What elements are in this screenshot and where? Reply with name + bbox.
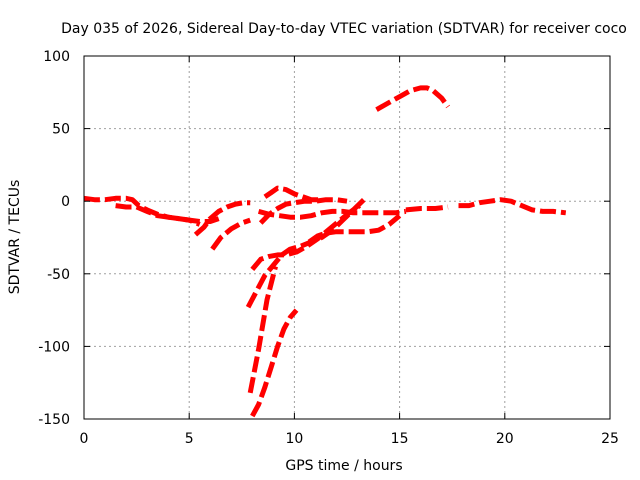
- series-line-arc-9: [458, 197, 567, 216]
- series-line-arc-13: [247, 265, 278, 394]
- series-line-arc-12: [307, 213, 402, 244]
- series-line-arc-4: [210, 217, 252, 251]
- x-tick-label: 20: [496, 431, 514, 447]
- y-tick-label: 0: [61, 194, 70, 210]
- x-tick-label: 15: [391, 431, 409, 447]
- series-line-arc-6: [263, 185, 320, 203]
- series-line-arc-14: [250, 308, 299, 418]
- plot-border: [83, 55, 611, 420]
- series-line-arc-7: [257, 208, 407, 220]
- y-tick-label: -150: [38, 412, 70, 428]
- axis-ticks: [83, 55, 611, 420]
- series-line-arc-15: [375, 85, 451, 112]
- series-group: [83, 85, 567, 418]
- x-axis-label: GPS time / hours: [285, 458, 402, 474]
- series-line-arc-3: [193, 200, 251, 237]
- y-tick-label: 50: [52, 122, 70, 138]
- y-tick-label: -50: [47, 267, 70, 283]
- series-line-arc-10: [250, 203, 362, 271]
- series-line-arc-2: [115, 203, 201, 227]
- y-tick-label: -100: [38, 339, 70, 355]
- series-line-arc-11: [245, 197, 366, 309]
- y-axis-label: SDTVAR / TECUs: [7, 180, 23, 295]
- x-tick-label: 5: [185, 431, 194, 447]
- series-line-arc-5: [258, 197, 348, 225]
- series-line-arc-1: [83, 195, 220, 224]
- series-line-arc-8: [405, 204, 449, 213]
- y-tick-label: 100: [43, 49, 70, 65]
- x-tick-label: 0: [80, 431, 89, 447]
- y-tick-labels: -150 -100 -50 0 50 100: [38, 49, 70, 428]
- x-tick-label: 25: [601, 431, 619, 447]
- x-tick-label: 10: [285, 431, 303, 447]
- chart-title: Day 035 of 2026, Sidereal Day-to-day VTE…: [61, 21, 627, 37]
- x-tick-labels: 0 5 10 15 20 25: [80, 431, 619, 447]
- grid-lines: [84, 56, 610, 419]
